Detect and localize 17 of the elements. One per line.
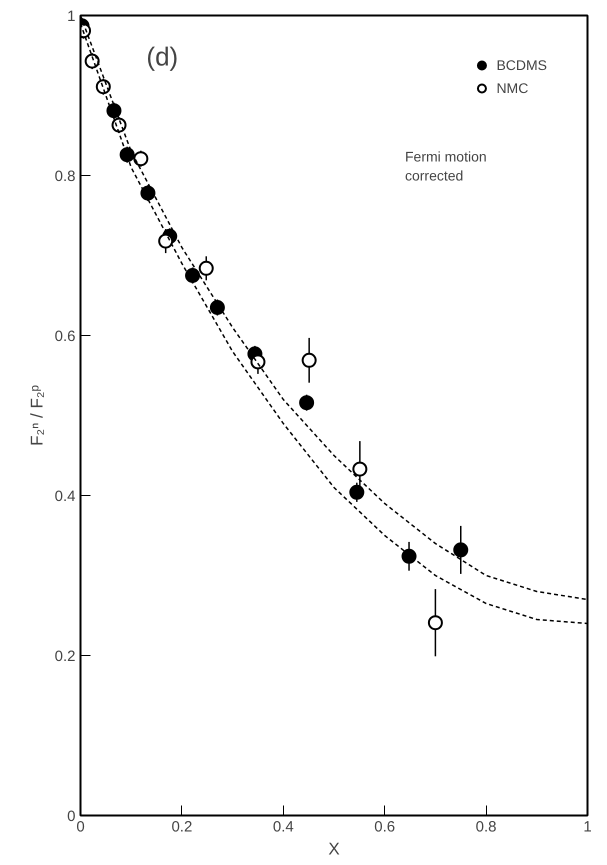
y-tick-label: 0.2 <box>54 648 76 665</box>
x-tick-label: 0.6 <box>374 818 396 836</box>
legend-label: NMC <box>496 80 528 96</box>
x-tick-label: 0.4 <box>272 818 294 836</box>
y-tick-label: 0.6 <box>54 328 76 345</box>
y-tick-label: 0.8 <box>54 168 76 185</box>
annotation: Fermi motion corrected <box>404 148 487 184</box>
y-tick-label: 0 <box>67 808 76 825</box>
y-tick-label: 0.4 <box>54 488 76 505</box>
x-tick-label: 1 <box>583 818 592 836</box>
x-axis-title: X <box>328 840 340 858</box>
y-tick-label: 1 <box>67 8 76 25</box>
y-axis-title: F₂ⁿ / F₂ᵖ <box>28 385 47 446</box>
legend-label: BCDMS <box>496 57 547 73</box>
x-tick-label: 0.2 <box>171 818 192 836</box>
annotation: (d) <box>146 42 178 72</box>
x-tick-label: 0.8 <box>476 818 497 836</box>
